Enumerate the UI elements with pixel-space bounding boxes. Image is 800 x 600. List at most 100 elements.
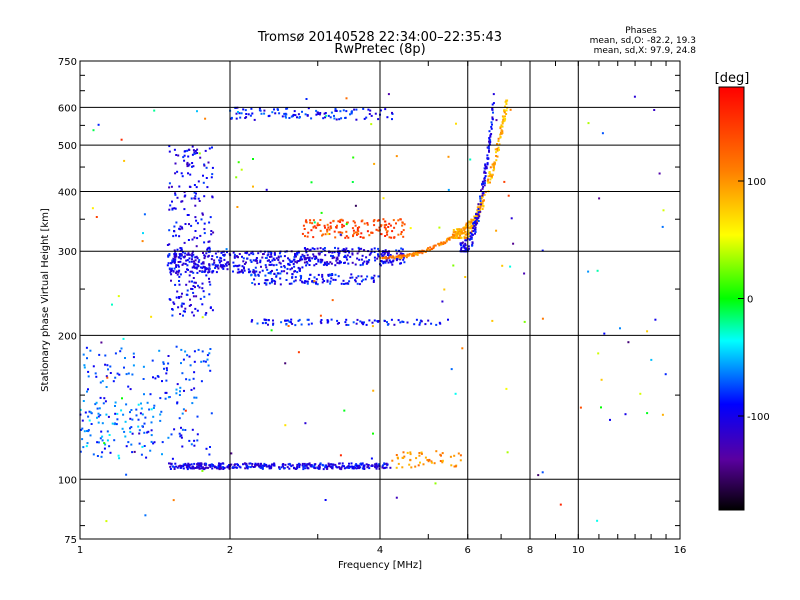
- echo-point: [346, 258, 349, 261]
- echo-point: [372, 279, 375, 282]
- echo-point: [351, 465, 354, 468]
- echo-point: [199, 234, 202, 237]
- echo-point: [597, 352, 600, 355]
- echo-point: [334, 264, 337, 267]
- echo-point: [280, 270, 283, 273]
- echo-point: [361, 322, 364, 325]
- echo-point: [203, 254, 206, 257]
- echo-point: [211, 166, 214, 169]
- echo-point: [275, 268, 278, 271]
- echo-point: [180, 247, 183, 250]
- y-tick-label: 750: [58, 57, 77, 68]
- echo-point: [336, 322, 339, 325]
- echo-point: [201, 213, 204, 216]
- echo-point: [193, 197, 196, 200]
- echo-point: [288, 117, 291, 119]
- echo-point: [198, 152, 201, 155]
- echo-point: [460, 246, 463, 249]
- echo-point: [321, 234, 323, 237]
- echo-point: [150, 408, 153, 411]
- echo-point: [307, 467, 310, 470]
- echo-point: [167, 355, 170, 357]
- phases-legend-line-o: mean, sd,O: -82.2, 19.3: [590, 36, 696, 46]
- echo-point: [181, 428, 184, 431]
- echo-point: [262, 253, 265, 255]
- echo-point: [191, 288, 194, 290]
- echo-point: [345, 235, 348, 238]
- echo-point: [130, 409, 133, 411]
- echo-point: [418, 323, 421, 326]
- echo-point: [355, 118, 358, 121]
- echo-point: [168, 182, 171, 185]
- echo-point: [167, 436, 170, 439]
- echo-point: [237, 161, 240, 164]
- echo-point: [334, 273, 337, 276]
- echo-point: [343, 283, 345, 285]
- echo-point: [182, 358, 185, 361]
- echo-point: [331, 299, 334, 302]
- echo-point: [440, 241, 443, 244]
- echo-point: [237, 111, 239, 113]
- echo-point: [162, 361, 165, 364]
- echo-point: [587, 270, 590, 273]
- echo-point: [477, 208, 480, 211]
- echo-point: [95, 216, 98, 218]
- echo-point: [492, 111, 494, 114]
- echo-point: [369, 109, 372, 112]
- echo-point: [242, 271, 244, 274]
- echo-point: [356, 233, 358, 236]
- echo-point: [223, 258, 226, 261]
- echo-point: [176, 270, 179, 273]
- echo-point: [256, 322, 259, 325]
- echo-point: [330, 318, 333, 321]
- echo-point: [101, 380, 104, 383]
- echo-point: [381, 254, 384, 257]
- echo-point: [301, 232, 304, 235]
- echo-point: [199, 266, 202, 269]
- echo-point: [195, 192, 197, 195]
- echo-point: [138, 442, 141, 445]
- echo-point: [224, 263, 227, 266]
- echo-point: [420, 320, 423, 323]
- echo-point: [306, 235, 309, 238]
- echo-point: [105, 375, 108, 378]
- echo-point: [264, 274, 267, 277]
- echo-point: [172, 258, 175, 261]
- echo-point: [183, 159, 186, 162]
- echo-point: [186, 293, 189, 296]
- echo-point: [186, 468, 189, 471]
- echo-point: [341, 226, 344, 229]
- echo-point: [484, 163, 487, 166]
- echo-point: [89, 349, 92, 352]
- echo-point: [476, 220, 478, 223]
- echo-point: [427, 319, 430, 322]
- echo-point: [216, 256, 219, 259]
- echo-point: [191, 266, 194, 269]
- echo-point: [347, 262, 350, 265]
- echo-point: [386, 230, 389, 233]
- y-tick-label: 200: [58, 331, 77, 342]
- echo-point: [82, 400, 85, 402]
- echo-point: [181, 445, 184, 448]
- colorbar-tick-label: 0: [747, 295, 753, 306]
- echo-point: [118, 373, 121, 376]
- echo-point: [257, 252, 260, 255]
- echo-point: [469, 235, 472, 238]
- echo-point: [367, 465, 370, 467]
- echo-point: [197, 180, 200, 183]
- echo-point: [366, 223, 369, 226]
- echo-point: [249, 466, 252, 469]
- echo-point: [96, 407, 99, 410]
- echo-point: [180, 305, 183, 308]
- echo-point: [173, 302, 176, 305]
- echo-point: [251, 465, 253, 468]
- echo-point: [170, 273, 173, 276]
- y-tick-label: 500: [58, 141, 77, 152]
- echo-point: [293, 466, 295, 469]
- echo-point: [183, 191, 186, 194]
- echo-point: [309, 219, 312, 222]
- echo-point: [395, 496, 398, 499]
- echo-point: [201, 303, 204, 306]
- echo-point: [176, 273, 179, 276]
- echo-point: [121, 427, 124, 430]
